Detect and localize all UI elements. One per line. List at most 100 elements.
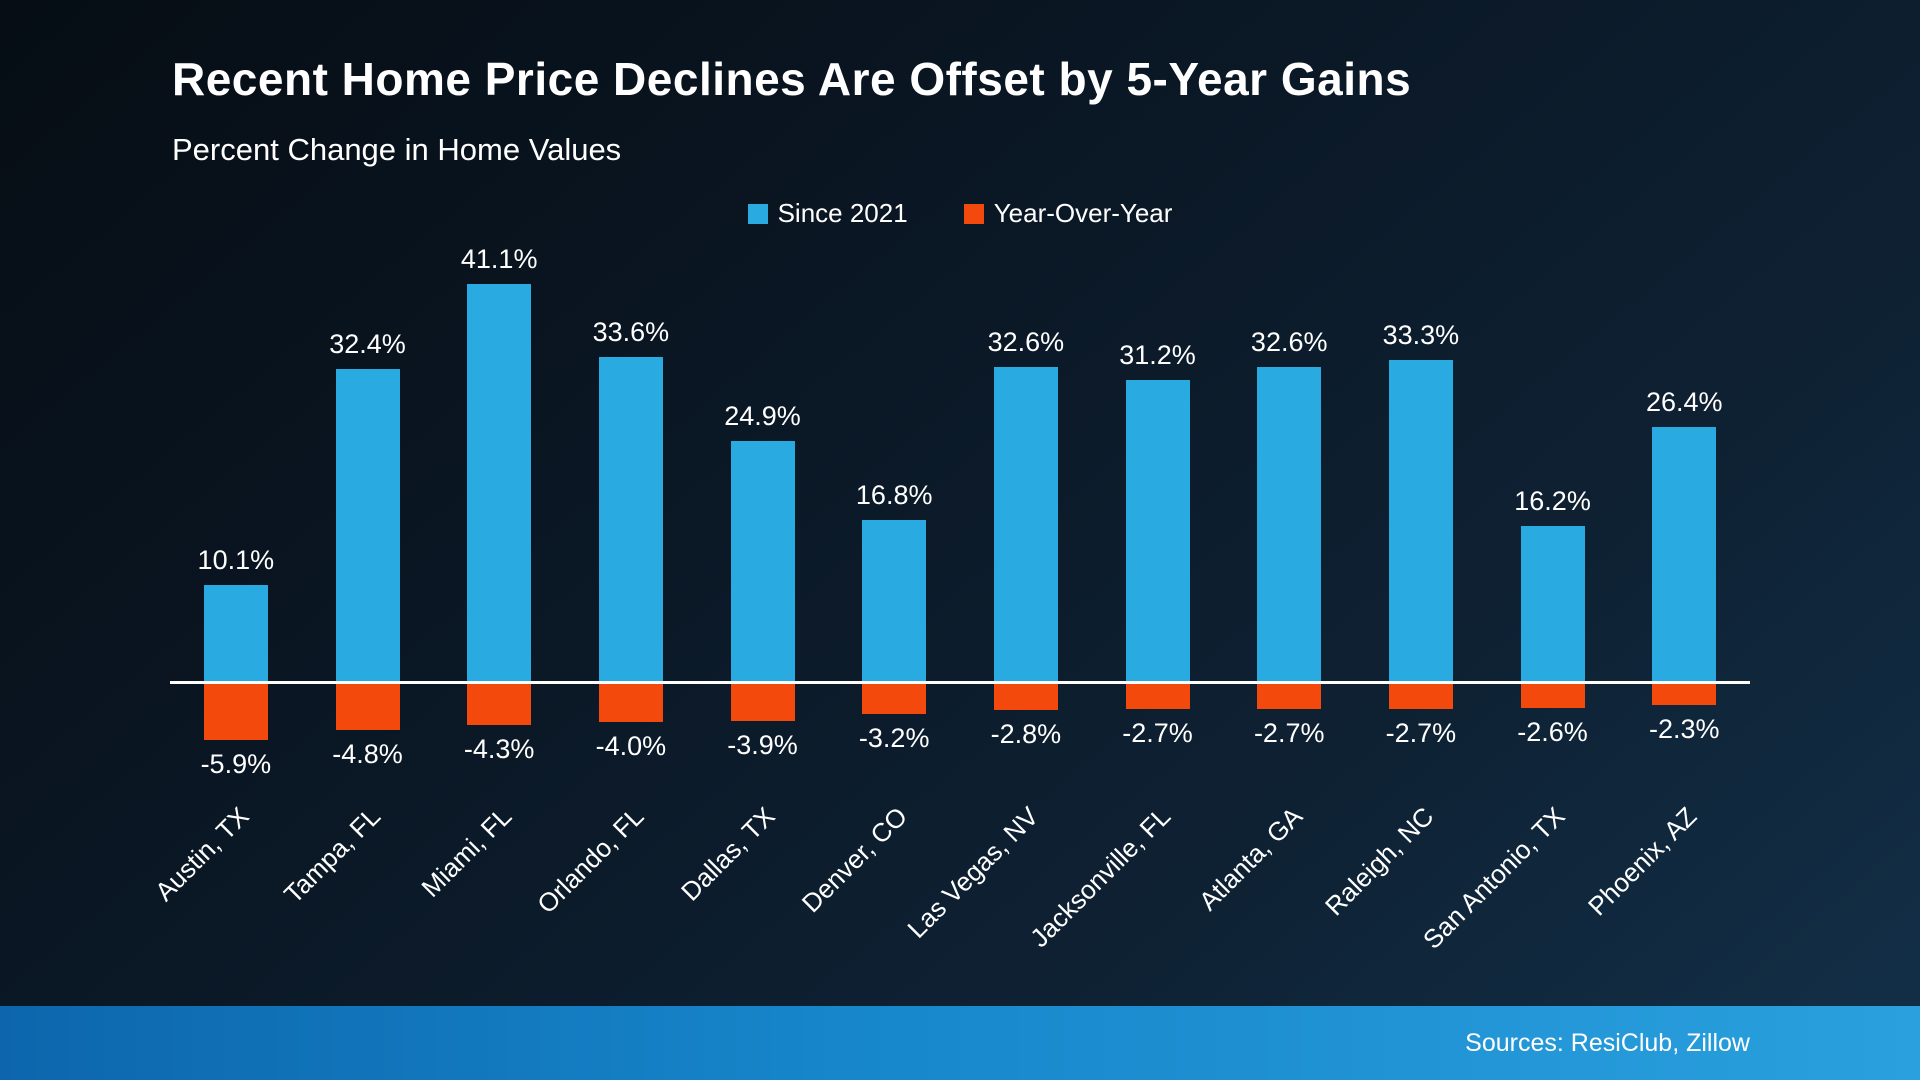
bar-group: 32.6% -2.7% Atlanta, GA: [1193, 243, 1355, 978]
since-2021-value-label: 10.1%: [197, 545, 275, 576]
bar-group: 16.2% -2.6% San Antonio, TX: [1417, 243, 1619, 978]
year-over-year-value-label: -4.3%: [463, 733, 535, 764]
positive-bar-section: 32.6%: [1250, 243, 1328, 683]
year-over-year-bar: [1652, 683, 1717, 706]
category-label-section: Miami, FL: [416, 783, 565, 978]
negative-bar-section: -5.9%: [200, 683, 272, 783]
category-label-section: Jacksonville, FL: [1024, 783, 1224, 978]
zero-baseline: [170, 681, 1750, 684]
since-2021-bar: [1257, 366, 1322, 683]
bar-group: 41.1% -4.3% Miami, FL: [416, 243, 565, 978]
since-2021-value-label: 31.2%: [1119, 340, 1196, 371]
since-2021-value-label: 32.6%: [987, 326, 1065, 357]
bar-group: 32.6% -2.8% Las Vegas, NV: [902, 243, 1092, 978]
year-over-year-bar: [1388, 683, 1453, 710]
negative-bar-section: -2.3%: [1649, 683, 1720, 783]
page-subtitle: Percent Change in Home Values: [172, 132, 622, 167]
since-2021-bar: [1388, 360, 1453, 683]
since-2021-value-label: 24.9%: [724, 401, 801, 432]
negative-bar-section: -2.6%: [1517, 683, 1588, 783]
since-2021-bar: [862, 520, 927, 683]
legend-label: Year-Over-Year: [993, 198, 1173, 228]
positive-bar-section: 32.6%: [987, 243, 1065, 683]
since-2021-bar: [993, 366, 1058, 683]
since-2021-value-label: 33.3%: [1382, 320, 1460, 350]
category-label-section: Las Vegas, NV: [902, 783, 1092, 978]
since-2021-bar: [730, 441, 795, 683]
bar-group: 16.8% -3.2% Denver, CO: [796, 243, 960, 978]
since-2021-bar: [1520, 525, 1585, 683]
positive-bar-section: 33.6%: [592, 243, 670, 683]
legend-swatch-icon: [747, 203, 768, 224]
since-2021-value-label: 32.6%: [1250, 326, 1328, 357]
since-2021-bar: [598, 357, 663, 683]
positive-bar-section: 16.8%: [855, 243, 933, 683]
negative-bar-section: -2.7%: [1122, 683, 1193, 783]
year-over-year-value-label: -3.9%: [727, 729, 798, 760]
year-over-year-bar: [862, 683, 927, 715]
year-over-year-value-label: -2.7%: [1385, 718, 1457, 749]
category-label-section: Tampa, FL: [278, 783, 434, 978]
since-2021-value-label: 32.4%: [329, 328, 406, 359]
since-2021-bar: [1125, 380, 1190, 683]
since-2021-bar: [203, 585, 268, 683]
since-2021-value-label: 16.2%: [1514, 485, 1591, 516]
year-over-year-value-label: -3.2%: [858, 723, 930, 754]
bar-group: 26.4% -2.3% Phoenix, AZ: [1582, 243, 1750, 978]
page-title: Recent Home Price Declines Are Offset by…: [172, 53, 1412, 105]
category-label: Austin, TX: [148, 801, 255, 907]
bar-group: 32.4% -4.8% Tampa, FL: [278, 243, 434, 978]
legend-item-since-2021: Since 2021: [747, 198, 908, 229]
year-over-year-bar: [335, 683, 400, 730]
legend-swatch-icon: [963, 203, 984, 224]
since-2021-bar: [467, 284, 532, 683]
bar-group: 10.1% -5.9% Austin, TX: [149, 243, 302, 978]
sources-text: Sources: ResiClub, Zillow: [1465, 1028, 1750, 1057]
year-over-year-bar: [1257, 683, 1322, 710]
bar-group: 33.3% -2.7% Raleigh, NC: [1319, 243, 1487, 978]
negative-bar-section: -4.0%: [595, 683, 667, 783]
year-over-year-bar: [467, 683, 532, 725]
year-over-year-value-label: -2.8%: [990, 719, 1062, 750]
year-over-year-value-label: -5.9%: [200, 749, 272, 780]
year-over-year-bar: [203, 683, 268, 741]
negative-bar-section: -3.9%: [727, 683, 798, 783]
year-over-year-value-label: -2.3%: [1648, 714, 1720, 745]
positive-bar-section: 24.9%: [724, 243, 801, 683]
positive-bar-section: 31.2%: [1119, 243, 1196, 683]
negative-bar-section: -2.7%: [1254, 683, 1324, 783]
category-label-section: Orlando, FL: [531, 783, 697, 978]
positive-bar-section: 33.3%: [1382, 243, 1460, 683]
category-label-section: San Antonio, TX: [1417, 783, 1619, 978]
negative-bar-section: -4.3%: [463, 683, 535, 783]
since-2021-value-label: 16.8%: [855, 480, 933, 511]
since-2021-value-label: 26.4%: [1645, 386, 1723, 417]
legend-label: Since 2021: [777, 198, 908, 228]
bar-chart: 10.1% -5.9% Austin, TX 32.4% -4.8% Tampa, FL 4…: [149, 243, 1750, 978]
since-2021-value-label: 33.6%: [592, 317, 670, 348]
year-over-year-value-label: -4.8%: [332, 738, 403, 769]
legend-item-year-over-year: Year-Over-Year: [963, 198, 1173, 229]
category-label-section: Raleigh, NC: [1319, 783, 1487, 978]
legend: Since 2021 Year-Over-Year: [0, 198, 1920, 229]
year-over-year-value-label: -2.6%: [1517, 717, 1588, 748]
category-label-section: Denver, CO: [796, 783, 960, 978]
category-label-section: Atlanta, GA: [1193, 783, 1355, 978]
year-over-year-bar: [1520, 683, 1585, 709]
negative-bar-section: -2.8%: [990, 683, 1062, 783]
year-over-year-bar: [1125, 683, 1190, 710]
footer-bar: Sources: ResiClub, Zillow: [0, 1006, 1920, 1080]
negative-bar-section: -3.2%: [858, 683, 930, 783]
positive-bar-section: 10.1%: [197, 243, 275, 683]
year-over-year-value-label: -2.7%: [1122, 718, 1193, 749]
since-2021-bar: [335, 368, 400, 683]
negative-bar-section: -4.8%: [332, 683, 403, 783]
positive-bar-section: 32.4%: [329, 243, 406, 683]
category-label-section: Phoenix, AZ: [1582, 783, 1750, 978]
year-over-year-value-label: -4.0%: [595, 730, 667, 761]
positive-bar-section: 41.1%: [460, 243, 538, 683]
bar-group: 33.6% -4.0% Orlando, FL: [531, 243, 697, 978]
since-2021-value-label: 41.1%: [460, 244, 538, 275]
since-2021-bar: [1652, 426, 1717, 683]
year-over-year-bar: [598, 683, 663, 722]
